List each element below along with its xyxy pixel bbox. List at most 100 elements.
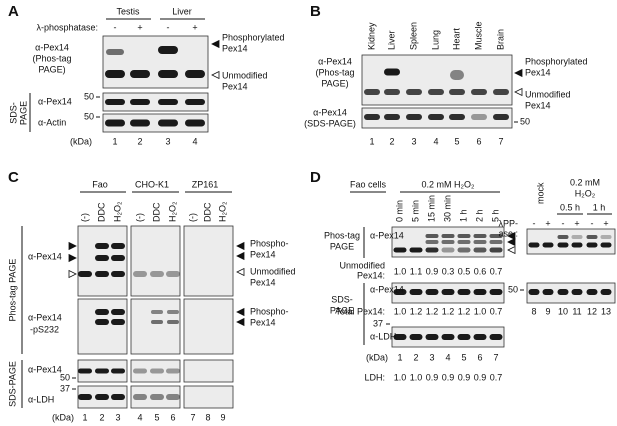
label: 50 (520, 116, 530, 126)
band (384, 68, 400, 76)
label: 1 (82, 412, 87, 422)
band (489, 234, 503, 238)
arrowhead (236, 251, 245, 261)
label: CHO-K1 (135, 179, 169, 189)
label: + (574, 218, 579, 228)
label: + (137, 22, 142, 32)
label: 7 (498, 136, 503, 146)
label: 37 (60, 383, 70, 393)
band (393, 289, 407, 295)
label: 1.2 (410, 306, 423, 316)
label: 0.7 (490, 372, 503, 382)
band (158, 70, 178, 78)
label: 13 (601, 306, 611, 316)
label: PAGE (18, 101, 28, 125)
label: Pex14 (250, 317, 276, 327)
label: 2 (389, 136, 394, 146)
band (150, 368, 164, 374)
label: Phospho- (250, 306, 289, 316)
label: 4 (445, 352, 450, 362)
band (78, 368, 92, 374)
label: 1.0 (394, 266, 407, 276)
label: 1.0 (474, 306, 487, 316)
label: 0.7 (490, 266, 503, 276)
label: PAGE (330, 241, 354, 251)
label: 1.2 (442, 306, 455, 316)
label: α-Pex14 (28, 312, 62, 322)
band (571, 289, 583, 295)
label: 3 (115, 412, 120, 422)
band (425, 240, 439, 244)
arrowhead (68, 269, 77, 279)
band (457, 334, 471, 340)
band (557, 235, 569, 239)
blot (77, 298, 128, 355)
label: α-Pex14 (313, 107, 347, 117)
arrowhead (507, 231, 516, 241)
label: (kDa) (52, 412, 74, 422)
label: Heart (451, 27, 461, 50)
label: α-Pex14 (35, 42, 69, 52)
label: 0.9 (474, 372, 487, 382)
label: 5 min (410, 200, 420, 222)
band (111, 271, 125, 277)
label: 5 h (490, 209, 500, 222)
label: 4 (433, 136, 438, 146)
band (95, 309, 109, 315)
label: λ-phosphatase: (36, 22, 98, 32)
label: (-) (134, 213, 144, 222)
label: DDC (96, 202, 106, 222)
label: Kidney (366, 22, 376, 50)
blot (526, 282, 616, 304)
label: Phospho- (250, 238, 289, 248)
band (473, 247, 487, 253)
label: Fao cells (350, 179, 387, 189)
label: H₂O₂ (575, 188, 596, 198)
blot (183, 298, 234, 355)
label: Unmodified (339, 260, 385, 270)
band (106, 49, 124, 55)
band (95, 243, 109, 249)
band (105, 70, 125, 78)
band (428, 114, 444, 120)
label: 8 (531, 306, 536, 316)
label: 0.5 h (560, 202, 580, 212)
band (406, 89, 422, 95)
label: - (562, 218, 565, 228)
band (95, 319, 109, 325)
band (586, 235, 598, 239)
band (105, 119, 125, 127)
label: α-Pex14 (28, 251, 62, 261)
label: (-) (79, 213, 89, 222)
label: 6 (476, 136, 481, 146)
band (457, 289, 471, 295)
label: D (310, 169, 321, 186)
arrowhead (236, 317, 245, 327)
label: Spleen (408, 22, 418, 50)
band (528, 242, 540, 248)
label: 1 h (593, 202, 606, 212)
label: - (167, 22, 170, 32)
label: Liver (386, 30, 396, 50)
band (471, 114, 487, 120)
band (364, 114, 380, 120)
band (133, 368, 147, 374)
label: Pex14: (357, 270, 385, 280)
blot (102, 35, 209, 89)
band (130, 119, 150, 127)
label: 50 (84, 91, 94, 101)
band (384, 114, 400, 120)
arrowhead (236, 267, 245, 277)
label: - (533, 218, 536, 228)
label: 3 (429, 352, 434, 362)
label: Testis (116, 6, 140, 16)
band (493, 114, 509, 120)
label: Total Pex14: (335, 306, 385, 316)
arrowhead (514, 68, 523, 78)
label: + (603, 218, 608, 228)
label: 50 (84, 111, 94, 121)
band (441, 247, 455, 253)
label: 6 (170, 412, 175, 422)
label: (Phos-tag (32, 53, 71, 63)
band (571, 242, 583, 248)
